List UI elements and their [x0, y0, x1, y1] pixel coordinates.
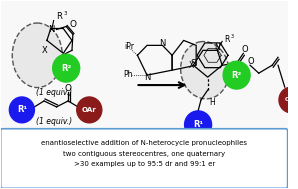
Text: R: R: [57, 12, 62, 21]
Text: R²: R²: [232, 71, 242, 80]
Circle shape: [279, 87, 298, 113]
Text: X: X: [189, 61, 194, 70]
Text: S: S: [190, 59, 196, 68]
Text: 6: 6: [71, 131, 74, 136]
Text: O: O: [248, 57, 254, 66]
Text: 3: 3: [63, 11, 67, 16]
Text: R¹: R¹: [17, 105, 27, 114]
Text: (1 equiv.): (1 equiv.): [35, 88, 72, 97]
Text: H: H: [210, 98, 215, 107]
Text: R¹: R¹: [193, 120, 203, 129]
Text: O: O: [65, 84, 72, 93]
Text: iPr: iPr: [125, 42, 135, 51]
Circle shape: [53, 54, 80, 82]
Text: 4: 4: [81, 131, 84, 136]
Text: R: R: [224, 35, 229, 44]
Circle shape: [223, 61, 250, 89]
Ellipse shape: [12, 23, 62, 88]
Text: (1 equiv.): (1 equiv.): [35, 117, 72, 126]
Text: enantioselective addition of N-heterocycle pronucleophiles: enantioselective addition of N-heterocyc…: [41, 140, 247, 146]
Circle shape: [77, 97, 102, 123]
Text: C: C: [65, 128, 70, 134]
Bar: [1, 1, 288, 130]
Text: O: O: [69, 20, 76, 29]
Text: Ph: Ph: [123, 70, 133, 79]
FancyBboxPatch shape: [1, 129, 288, 188]
Text: N: N: [215, 43, 220, 52]
Text: N: N: [159, 39, 166, 48]
Text: >30 examples up to 95:5 dr and 99:1 er: >30 examples up to 95:5 dr and 99:1 er: [74, 161, 215, 167]
Text: OAr: OAr: [82, 107, 97, 113]
Text: 3: 3: [231, 34, 234, 39]
Text: two contiguous stereocentres, one quaternary: two contiguous stereocentres, one quater…: [63, 151, 225, 156]
Text: Ar = 4-NO: Ar = 4-NO: [14, 128, 50, 134]
Ellipse shape: [181, 42, 229, 99]
Text: X: X: [42, 46, 48, 55]
Text: O: O: [242, 45, 249, 54]
Text: R²: R²: [61, 64, 71, 73]
Text: OAr: OAr: [285, 98, 298, 102]
Text: 2: 2: [61, 131, 64, 136]
Text: N: N: [49, 25, 55, 34]
Circle shape: [185, 111, 212, 139]
Text: N: N: [144, 73, 150, 82]
Circle shape: [9, 97, 34, 123]
Text: H: H: [75, 128, 80, 134]
